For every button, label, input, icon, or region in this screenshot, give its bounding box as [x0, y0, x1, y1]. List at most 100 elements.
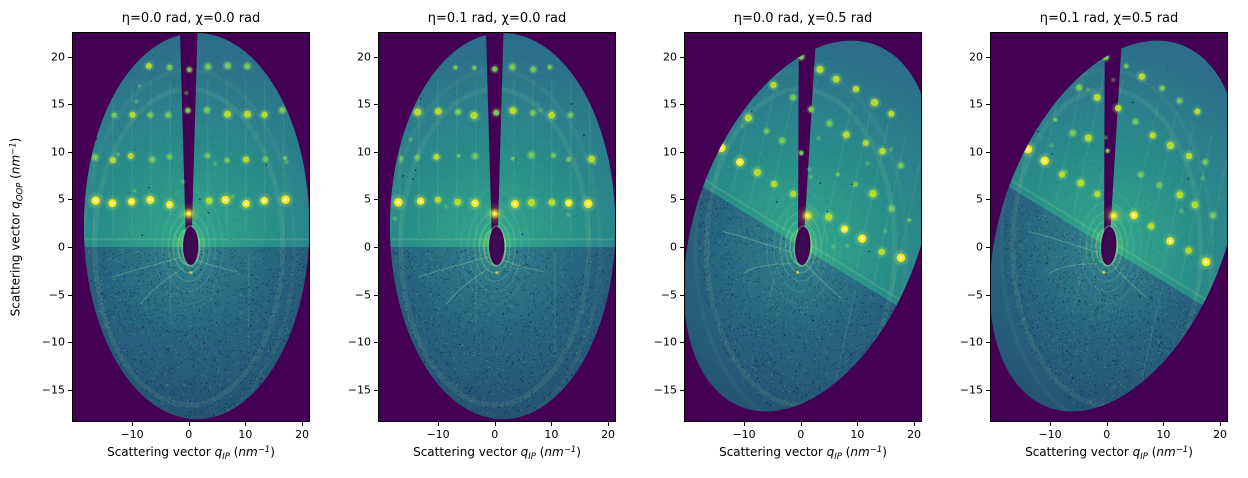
y-tick-label: −10 — [653, 335, 677, 349]
x-tick-mark — [608, 422, 610, 426]
x-tick-label: −10 — [426, 428, 450, 441]
x-tick-label: 0 — [491, 428, 499, 441]
y-tick-mark — [680, 342, 684, 344]
y-tick-label: 0 — [364, 240, 371, 254]
y-tick-label: 10 — [969, 145, 983, 159]
y-tick-mark — [374, 342, 378, 344]
y-tick-label: 15 — [357, 97, 371, 111]
y-tick-mark — [680, 294, 684, 296]
x-tick-label: 20 — [601, 428, 616, 441]
detector-image — [990, 32, 1228, 422]
x-tick-label: 10 — [1156, 428, 1171, 441]
y-tick-label: −15 — [347, 383, 371, 397]
y-tick-label: 15 — [969, 97, 983, 111]
subplot-2-title: η=0.1 rad, χ=0.0 rad — [427, 11, 567, 26]
y-tick-mark — [68, 104, 72, 106]
x-tick-label: 0 — [1103, 428, 1111, 441]
x-tick-label: 0 — [185, 428, 193, 441]
y-tick-mark — [68, 342, 72, 344]
y-axis-label: Scattering vector qOOP (nm−1) — [9, 138, 26, 317]
y-tick-mark — [68, 56, 72, 58]
x-axis-label: Scattering vector qIP (nm−1) — [1025, 445, 1193, 462]
subplot-4-plot-area: 20 15 10 5 0 −5 −10 −15 −10 0 10 20 — [960, 32, 1228, 441]
y-tick-mark — [374, 56, 378, 58]
y-tick-mark — [374, 151, 378, 153]
x-axis-label: Scattering vector qIP (nm−1) — [719, 445, 887, 462]
x-tick-mark — [1163, 422, 1165, 426]
x-tick-mark — [1220, 422, 1222, 426]
y-tick-mark — [374, 199, 378, 201]
y-tick-label: 0 — [976, 240, 983, 254]
subplot-4: η=0.1 rad, χ=0.5 rad 20 15 10 5 0 −5 −10 −15 −10… — [960, 10, 1228, 462]
y-tick-mark — [680, 104, 684, 106]
y-tick-mark — [374, 104, 378, 106]
x-tick-mark — [1106, 422, 1108, 426]
y-tick-label: 5 — [976, 192, 983, 206]
y-tick-mark — [986, 342, 990, 344]
y-tick-label: 10 — [357, 145, 371, 159]
subplot-3-plot-area: 20 15 10 5 0 −5 −10 −15 −10 0 10 20 — [654, 32, 922, 441]
y-tick-label: 15 — [663, 97, 677, 111]
y-tick-label: 5 — [364, 192, 371, 206]
y-tick-mark — [680, 389, 684, 391]
subplot-1: η=0.0 rad, χ=0.0 rad 20 15 10 5 0 −5 −10 −15 −10… — [42, 10, 310, 462]
y-tick-mark — [374, 294, 378, 296]
y-tick-mark — [986, 151, 990, 153]
x-tick-mark — [800, 422, 802, 426]
x-tick-label: 20 — [295, 428, 310, 441]
y-tick-mark — [68, 246, 72, 248]
y-tick-mark — [986, 246, 990, 248]
y-axis-subscript: OOP — [15, 182, 26, 202]
y-tick-mark — [374, 389, 378, 391]
y-tick-label: 15 — [51, 97, 65, 111]
y-tick-label: −10 — [41, 335, 65, 349]
subplot-3: η=0.0 rad, χ=0.5 rad 20 15 10 5 0 −5 −10 −15 −10… — [654, 10, 922, 462]
y-tick-label: −15 — [41, 383, 65, 397]
x-tick-label: 20 — [907, 428, 922, 441]
y-tick-label: 10 — [663, 145, 677, 159]
y-tick-label: 5 — [670, 192, 677, 206]
y-axis-unit-open: ( — [8, 174, 23, 183]
y-tick-mark — [680, 199, 684, 201]
x-tick-label: −10 — [1038, 428, 1062, 441]
y-tick-label: 0 — [58, 240, 65, 254]
subplot-4-title: η=0.1 rad, χ=0.5 rad — [1039, 11, 1179, 26]
x-tick-mark — [188, 422, 190, 426]
y-tick-mark — [68, 294, 72, 296]
x-tick-label: −10 — [732, 428, 756, 441]
subplot-1-title: η=0.0 rad, χ=0.0 rad — [121, 11, 261, 26]
y-axis-label-prefix: Scattering vector — [8, 208, 23, 317]
y-axis-exponent: −1 — [8, 142, 19, 155]
x-axis-label: Scattering vector qIP (nm−1) — [413, 445, 581, 462]
y-tick-label: −5 — [966, 288, 983, 302]
x-tick-label: −10 — [120, 428, 144, 441]
y-tick-mark — [986, 389, 990, 391]
x-tick-mark — [245, 422, 247, 426]
subplot-2-plot-area: 20 15 10 5 0 −5 −10 −15 −10 0 10 20 — [348, 32, 616, 441]
subplot-2: η=0.1 rad, χ=0.0 rad 20 15 10 5 0 −5 −10 −15 −10… — [348, 10, 616, 462]
y-tick-mark — [68, 151, 72, 153]
y-tick-label: −10 — [347, 335, 371, 349]
y-tick-label: 20 — [357, 50, 371, 64]
subplot-3-title: η=0.0 rad, χ=0.5 rad — [733, 11, 873, 26]
x-axis-label: Scattering vector qIP (nm−1) — [107, 445, 275, 462]
x-tick-mark — [744, 422, 746, 426]
y-tick-label: −10 — [959, 335, 983, 349]
subplot-1-plot-area: 20 15 10 5 0 −5 −10 −15 −10 0 10 20 — [42, 32, 310, 441]
y-axis-symbol: q — [8, 201, 23, 209]
x-tick-label: 20 — [1213, 428, 1228, 441]
y-tick-mark — [68, 199, 72, 201]
y-tick-mark — [986, 294, 990, 296]
y-tick-label: 20 — [51, 50, 65, 64]
y-tick-label: 0 — [670, 240, 677, 254]
y-tick-label: 20 — [663, 50, 677, 64]
y-tick-mark — [680, 246, 684, 248]
x-tick-label: 0 — [797, 428, 805, 441]
x-tick-mark — [302, 422, 304, 426]
y-tick-mark — [680, 56, 684, 58]
y-tick-mark — [68, 389, 72, 391]
x-tick-label: 10 — [850, 428, 865, 441]
x-tick-mark — [551, 422, 553, 426]
detector-image — [378, 32, 616, 422]
